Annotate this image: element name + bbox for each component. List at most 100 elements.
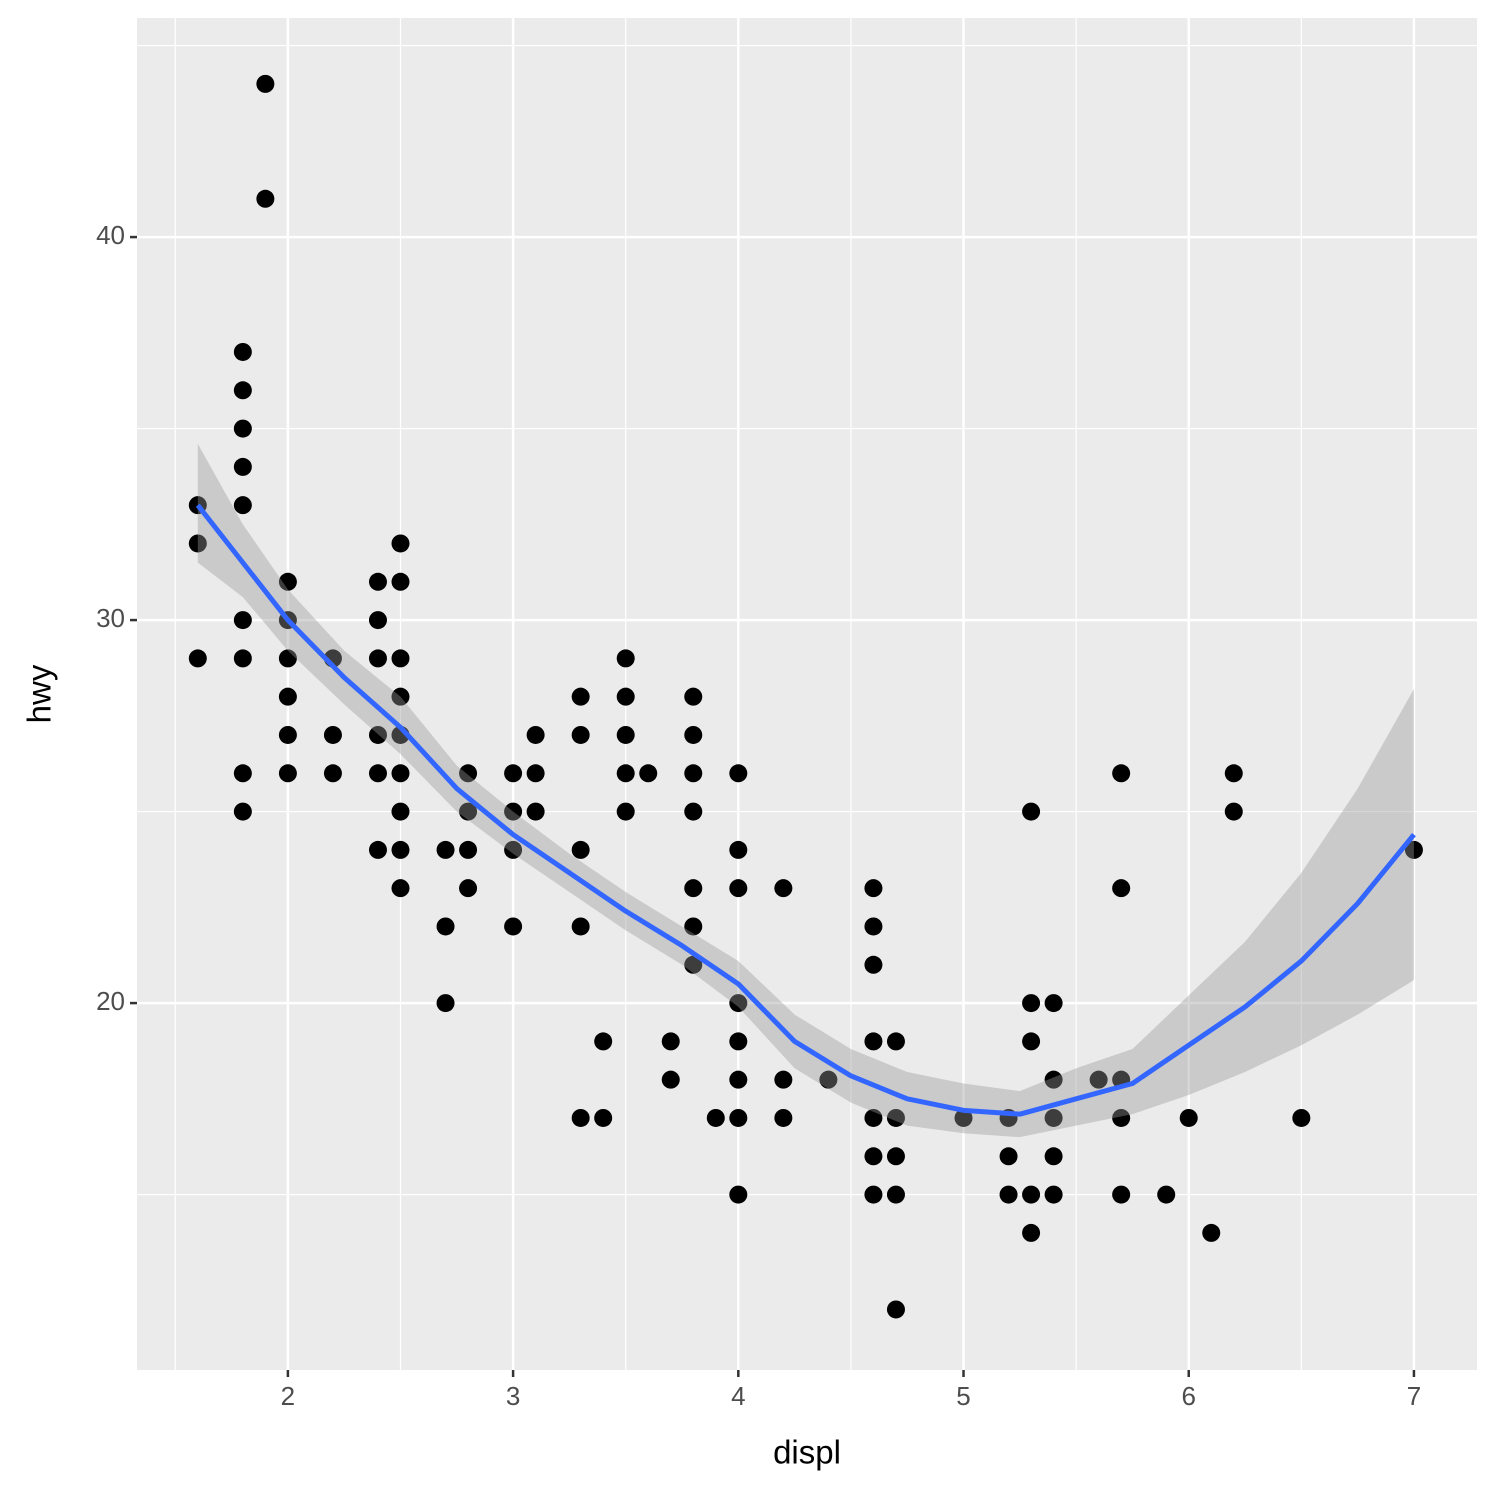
point — [729, 840, 748, 859]
point — [1157, 1185, 1176, 1204]
point — [504, 917, 523, 936]
point — [1112, 879, 1131, 898]
point — [1022, 1032, 1041, 1051]
point — [661, 1032, 680, 1051]
point — [819, 1070, 838, 1089]
point — [661, 1070, 680, 1089]
point — [1044, 1070, 1063, 1089]
point — [391, 879, 410, 898]
point — [256, 74, 275, 93]
point — [391, 840, 410, 859]
point — [684, 764, 703, 783]
point — [368, 840, 387, 859]
point — [864, 955, 883, 974]
point — [323, 725, 342, 744]
point — [233, 496, 252, 515]
point — [526, 802, 545, 821]
point — [436, 994, 455, 1013]
point — [864, 1185, 883, 1204]
point — [436, 840, 455, 859]
point — [1089, 1070, 1108, 1089]
point — [729, 1032, 748, 1051]
point — [1112, 764, 1131, 783]
point — [391, 649, 410, 668]
point — [1224, 802, 1243, 821]
point — [233, 457, 252, 476]
point — [729, 994, 748, 1013]
point — [526, 725, 545, 744]
point — [278, 725, 297, 744]
point — [323, 764, 342, 783]
point — [639, 764, 658, 783]
point — [954, 1108, 973, 1127]
point — [594, 1032, 613, 1051]
point — [774, 1070, 793, 1089]
point — [1044, 1185, 1063, 1204]
point — [774, 879, 793, 898]
point — [1179, 1108, 1198, 1127]
confidence-band — [197, 443, 1414, 1138]
point — [999, 1185, 1018, 1204]
point — [886, 1032, 905, 1051]
point — [368, 725, 387, 744]
point — [368, 611, 387, 630]
point — [256, 189, 275, 208]
point — [233, 342, 252, 361]
point — [729, 879, 748, 898]
y-tick-label: 40 — [96, 220, 125, 250]
point — [1224, 764, 1243, 783]
point — [1112, 1185, 1131, 1204]
point — [233, 419, 252, 438]
point — [233, 611, 252, 630]
point — [616, 687, 635, 706]
point — [886, 1147, 905, 1166]
point — [278, 687, 297, 706]
point — [571, 725, 590, 744]
point — [729, 1070, 748, 1089]
point — [504, 764, 523, 783]
point — [684, 802, 703, 821]
point — [188, 534, 207, 553]
point — [864, 879, 883, 898]
point — [436, 917, 455, 936]
point — [368, 649, 387, 668]
point — [864, 1032, 883, 1051]
y-axis-title: hwy — [21, 664, 58, 723]
point — [616, 725, 635, 744]
point — [684, 955, 703, 974]
point — [188, 649, 207, 668]
point — [459, 802, 478, 821]
point — [684, 917, 703, 936]
point — [729, 764, 748, 783]
point — [886, 1185, 905, 1204]
point — [278, 649, 297, 668]
point — [368, 764, 387, 783]
point — [1022, 1223, 1041, 1242]
point — [391, 687, 410, 706]
point — [594, 1108, 613, 1127]
x-axis-title: displ — [773, 1434, 841, 1471]
point — [729, 1185, 748, 1204]
smooth-line — [195, 503, 1416, 1117]
point — [459, 879, 478, 898]
point — [1022, 802, 1041, 821]
point — [864, 1147, 883, 1166]
y-tick-label: 20 — [96, 986, 125, 1016]
point — [391, 572, 410, 591]
point — [886, 1108, 905, 1127]
point — [233, 764, 252, 783]
point — [233, 381, 252, 400]
point — [684, 879, 703, 898]
point — [886, 1300, 905, 1319]
point — [1112, 1108, 1131, 1127]
point — [459, 840, 478, 859]
point — [616, 802, 635, 821]
point — [999, 1147, 1018, 1166]
point — [729, 1108, 748, 1127]
point — [1044, 1147, 1063, 1166]
point — [1404, 840, 1423, 859]
point — [391, 534, 410, 553]
point — [1044, 1108, 1063, 1127]
point — [1202, 1223, 1221, 1242]
